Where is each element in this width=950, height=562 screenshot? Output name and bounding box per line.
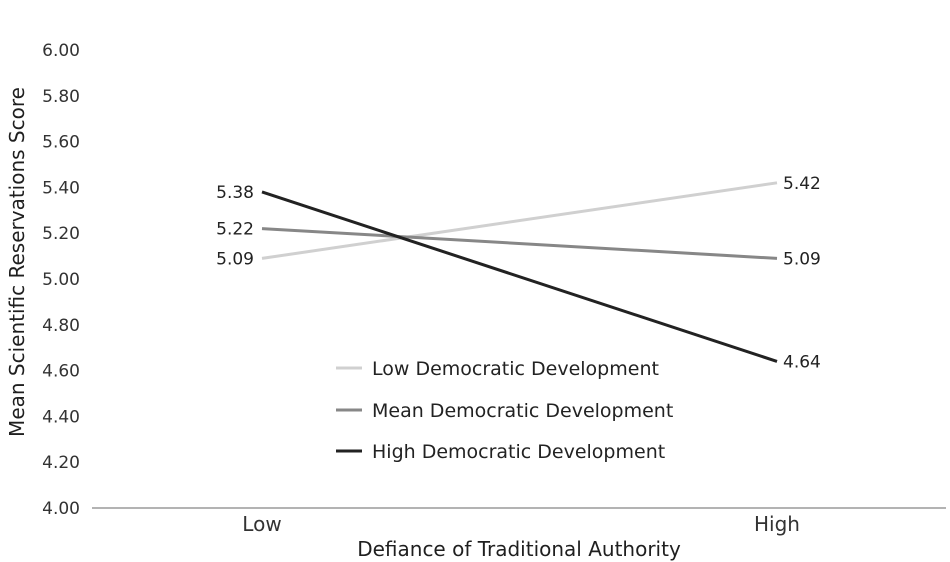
- data-label-high: 4.64: [783, 352, 821, 372]
- x-axis-title: Defiance of Traditional Authority: [357, 537, 681, 561]
- legend: Low Democratic Development Mean Democrati…: [336, 358, 673, 463]
- x-tick-label: High: [754, 512, 800, 536]
- data-labels: 5.09 5.42 5.22 5.09 5.38 4.64: [216, 174, 821, 373]
- y-tick-label: 5.40: [42, 178, 80, 198]
- y-tick-label: 5.20: [42, 224, 80, 244]
- x-tick-label: Low: [242, 512, 281, 536]
- x-axis-ticks: Low High: [242, 512, 800, 536]
- data-label-low: 5.22: [216, 220, 254, 240]
- y-tick-label: 6.00: [42, 41, 80, 61]
- data-label-low: 5.38: [216, 183, 254, 203]
- series-line-2: [261, 190, 778, 363]
- y-tick-label: 5.80: [42, 87, 80, 107]
- series-line-1: [261, 227, 778, 260]
- y-tick-label: 4.40: [42, 407, 80, 427]
- series-lines: [261, 181, 778, 363]
- y-tick-label: 4.80: [42, 316, 80, 336]
- y-tick-label: 4.00: [42, 499, 80, 519]
- legend-label: Mean Democratic Development: [372, 400, 673, 422]
- y-tick-label: 4.60: [42, 362, 80, 382]
- y-tick-label: 4.20: [42, 453, 80, 473]
- y-tick-label: 5.00: [42, 270, 80, 290]
- y-axis-ticks: 4.00 4.20 4.40 4.60 4.80 5.00 5.20 5.40 5.60 5.80…: [42, 41, 80, 519]
- series-line-0: [261, 181, 778, 260]
- y-tick-label: 5.60: [42, 133, 80, 153]
- data-label-high: 5.09: [783, 249, 821, 269]
- legend-label: High Democratic Development: [372, 441, 665, 463]
- legend-label: Low Democratic Development: [372, 358, 659, 380]
- data-label-high: 5.42: [783, 174, 821, 194]
- data-label-low: 5.09: [216, 249, 254, 269]
- y-axis-title: Mean Scientific Reservations Score: [5, 87, 29, 437]
